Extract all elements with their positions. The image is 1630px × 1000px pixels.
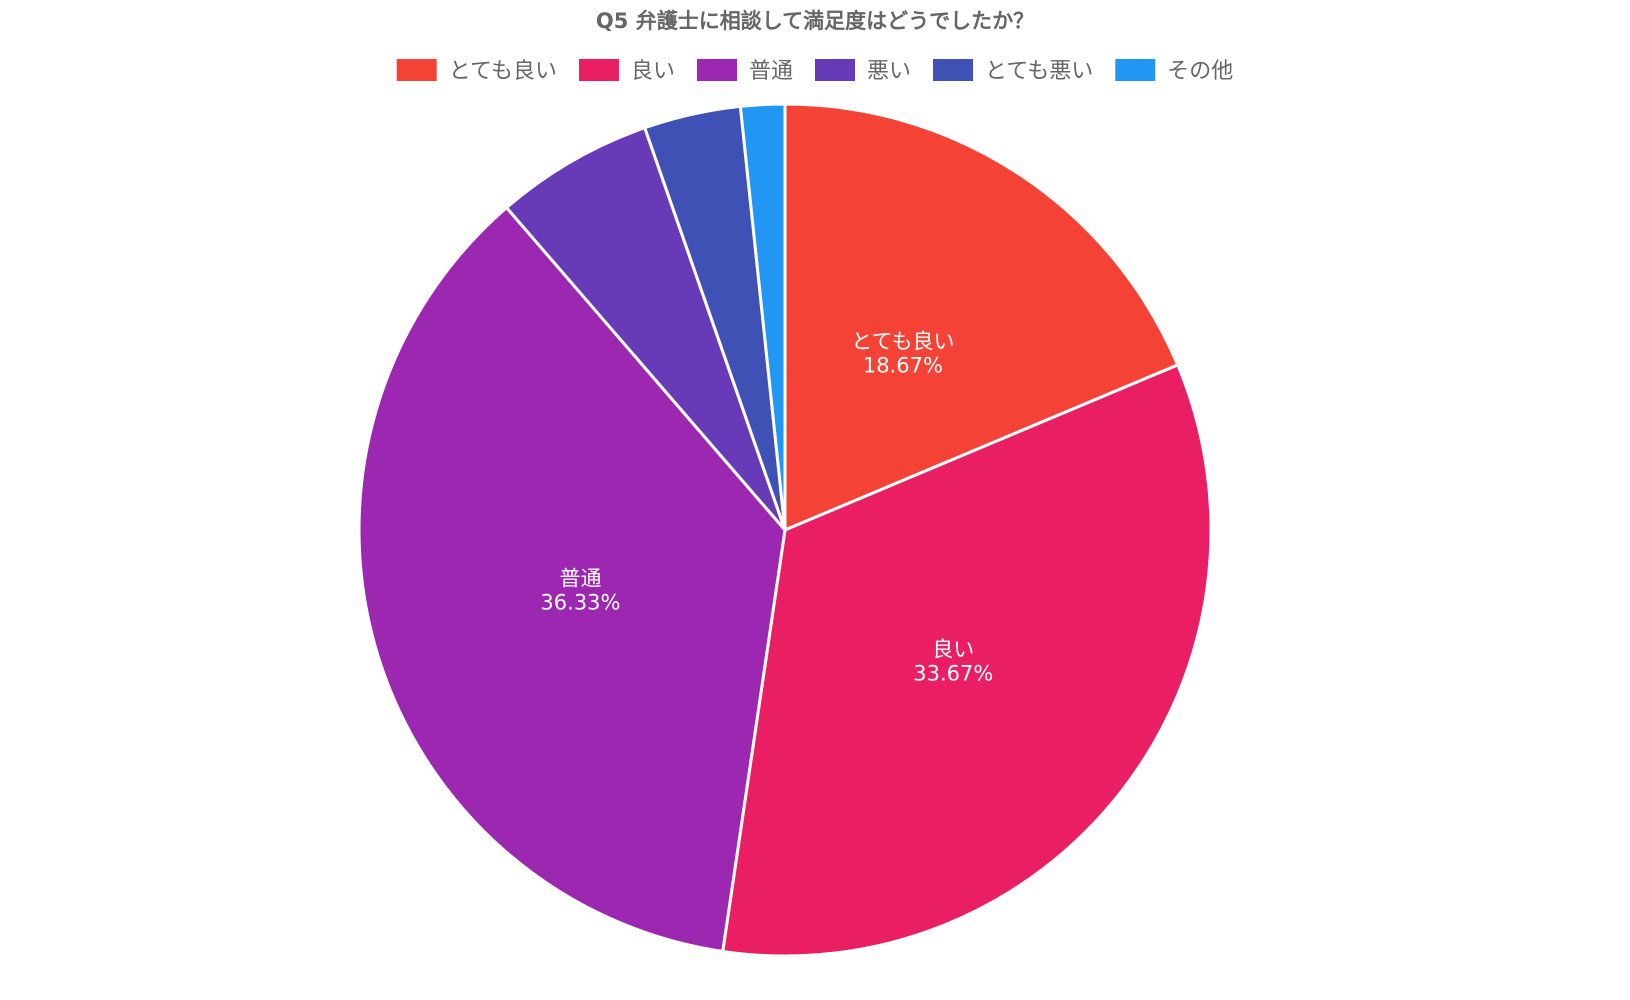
legend-swatch bbox=[815, 59, 855, 81]
legend-label: 普通 bbox=[749, 59, 793, 84]
slice-label-value: 33.67% bbox=[913, 662, 993, 686]
pie-slices bbox=[357, 102, 1213, 958]
slice-6[interactable] bbox=[738, 102, 787, 531]
slice-3[interactable] bbox=[357, 205, 787, 954]
slice-1[interactable] bbox=[783, 102, 1180, 533]
legend-item-2[interactable]: 良い bbox=[578, 59, 675, 84]
legend-swatch bbox=[396, 59, 437, 81]
legend-item-6[interactable]: その他 bbox=[1115, 59, 1233, 84]
legend-label: 悪い bbox=[867, 59, 911, 84]
legend: とても良い 良い 普通 悪い とても悪い その他 bbox=[396, 59, 1233, 84]
slice-label-category: 良い bbox=[932, 638, 974, 662]
legend-label: とても良い bbox=[449, 59, 557, 84]
legend-item-4[interactable]: 悪い bbox=[815, 59, 911, 84]
legend-item-5[interactable]: とても悪い bbox=[933, 59, 1093, 84]
legend-swatch bbox=[1115, 59, 1156, 81]
legend-swatch bbox=[933, 59, 974, 81]
legend-label: その他 bbox=[1167, 59, 1233, 84]
slice-4[interactable] bbox=[504, 125, 787, 531]
slice-label-category: とても良い bbox=[851, 330, 954, 354]
legend-item-1[interactable]: とても良い bbox=[396, 59, 557, 84]
legend-item-3[interactable]: 普通 bbox=[696, 59, 793, 84]
legend-swatch bbox=[696, 59, 737, 81]
chart-title: Q5 弁護士に相談して満足度はどうでしたか？ bbox=[596, 9, 1034, 33]
legend-label: とても悪い bbox=[985, 59, 1093, 84]
slice-label-value: 36.33% bbox=[540, 590, 620, 614]
slice-2[interactable] bbox=[721, 362, 1213, 958]
slice-label-value: 18.67% bbox=[863, 354, 943, 378]
legend-swatch bbox=[578, 59, 619, 81]
legend-label: 良い bbox=[631, 59, 675, 84]
slice-label-category: 普通 bbox=[559, 566, 601, 590]
